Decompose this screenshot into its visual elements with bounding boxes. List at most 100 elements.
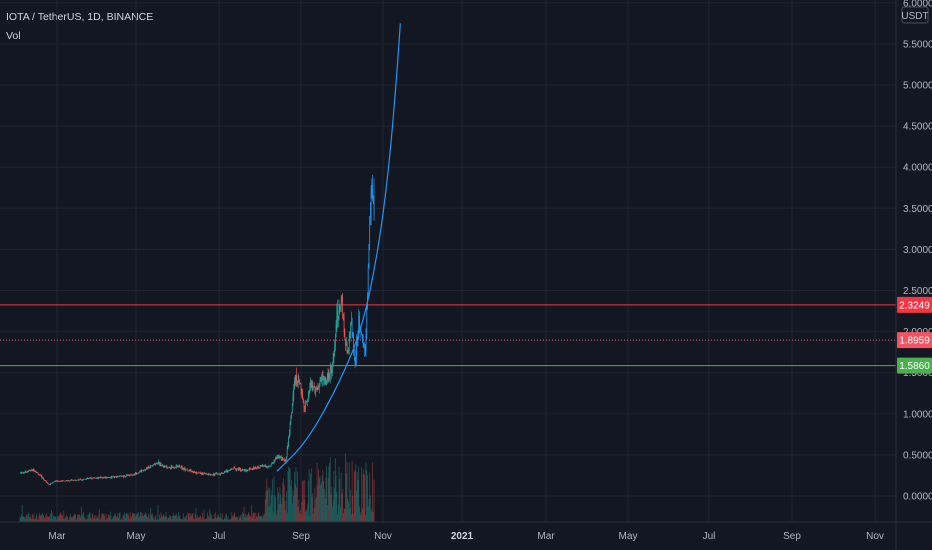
candle-body [148,467,150,469]
volume-bar [150,507,152,522]
candle-body [247,469,249,471]
candle-body [289,423,291,434]
candle-body [371,187,373,189]
volume-bar [325,477,327,522]
candle-body [92,477,94,479]
volume-bar [351,514,352,522]
candle-body [332,355,334,363]
volume-bar [123,512,125,522]
time-axis[interactable]: Mar May Jul Sep Nov 2021 Mar May Jul Sep Nov [0,521,932,542]
candle-body [25,471,27,472]
volume-bar [20,517,22,522]
volume-bar [268,506,270,522]
candle-body [319,378,321,384]
candle-body [292,396,294,405]
candle-body [348,337,350,349]
volume-bar [34,518,36,522]
candle-body [239,468,241,469]
volume-bar [237,516,238,522]
candle-body [151,465,152,467]
volume-bar [231,512,233,522]
candle-body [343,316,344,319]
volume-bar [291,479,292,522]
volume-bar [110,511,111,522]
volume-bar [310,473,311,522]
candle-body [130,475,132,476]
volume-bar [280,504,282,522]
volume-bar [132,512,133,522]
candle-body [175,467,176,468]
volume-bar [66,515,68,522]
candle-body [170,465,172,469]
candle-body [294,381,296,383]
candle-body [80,479,82,481]
volume-bar [178,512,179,522]
volume-bar [273,476,275,522]
volume-bar [324,498,326,522]
y-tick-label: 4.0000 [903,163,932,174]
volume-bar [106,519,108,522]
volume-bar [116,516,118,522]
candle-body [56,480,57,482]
currency-badge[interactable]: USDT [901,6,929,24]
candle-body [70,480,71,481]
candle-body [261,465,262,467]
volume-bar [281,498,283,522]
level-badge-label: 1.8959 [899,336,930,347]
volume-indicator-label[interactable]: Vol [6,30,21,42]
candle-body [95,478,97,479]
volume-bar [69,516,71,522]
candle-body [366,308,368,336]
volume-bar [144,514,146,522]
price-axis[interactable]: 6.0000 5.5000 5.0000 4.5000 4.0000 3.5000 3.00… [895,0,932,550]
volume-bar [329,463,330,522]
candle-body [19,472,21,474]
volume-bar [291,503,293,522]
volume-bar [40,514,42,522]
volume-bar [84,517,86,522]
candle-body [181,466,183,470]
volume-bar [24,516,26,522]
candle-body [29,470,31,471]
candle-body [245,470,247,472]
volume-bar [27,514,29,522]
volume-bar [86,514,88,522]
volume-bar [341,493,343,522]
volume-bar [332,499,334,522]
candle-body [330,369,332,371]
candle-body [152,464,154,466]
y-tick-label: 6.0000 [903,0,932,9]
candle-body [299,383,301,384]
candle-body [224,471,225,473]
candle-body [272,463,274,464]
volume-bar [362,473,364,522]
volume-bar [29,517,30,522]
candle-body [299,381,300,384]
candle-body [311,384,313,390]
candle-body [20,472,22,473]
volume-bar [299,510,301,522]
candle-body [186,469,187,471]
candle-body [88,478,89,479]
volume-bar [102,514,104,522]
volume-bar [65,517,67,522]
candle-body [107,477,108,478]
volume-bar [42,512,44,522]
candle-body [72,480,73,481]
candle-body [159,462,161,465]
symbol-title: IOTA / TetherUS, 1D, BINANCE [6,11,154,23]
candle-body [305,401,306,409]
candle-body [333,353,335,356]
candle-body [206,473,208,475]
volume-bar [50,513,52,522]
candle-body [30,470,32,472]
volume-bar [269,504,271,522]
volume-bar [113,516,114,522]
candle-body [248,469,249,471]
volume-bar [79,514,81,522]
candle-body [53,481,55,483]
volume-bar [330,494,332,522]
candle-body [321,374,323,382]
volume-bar [358,466,360,522]
